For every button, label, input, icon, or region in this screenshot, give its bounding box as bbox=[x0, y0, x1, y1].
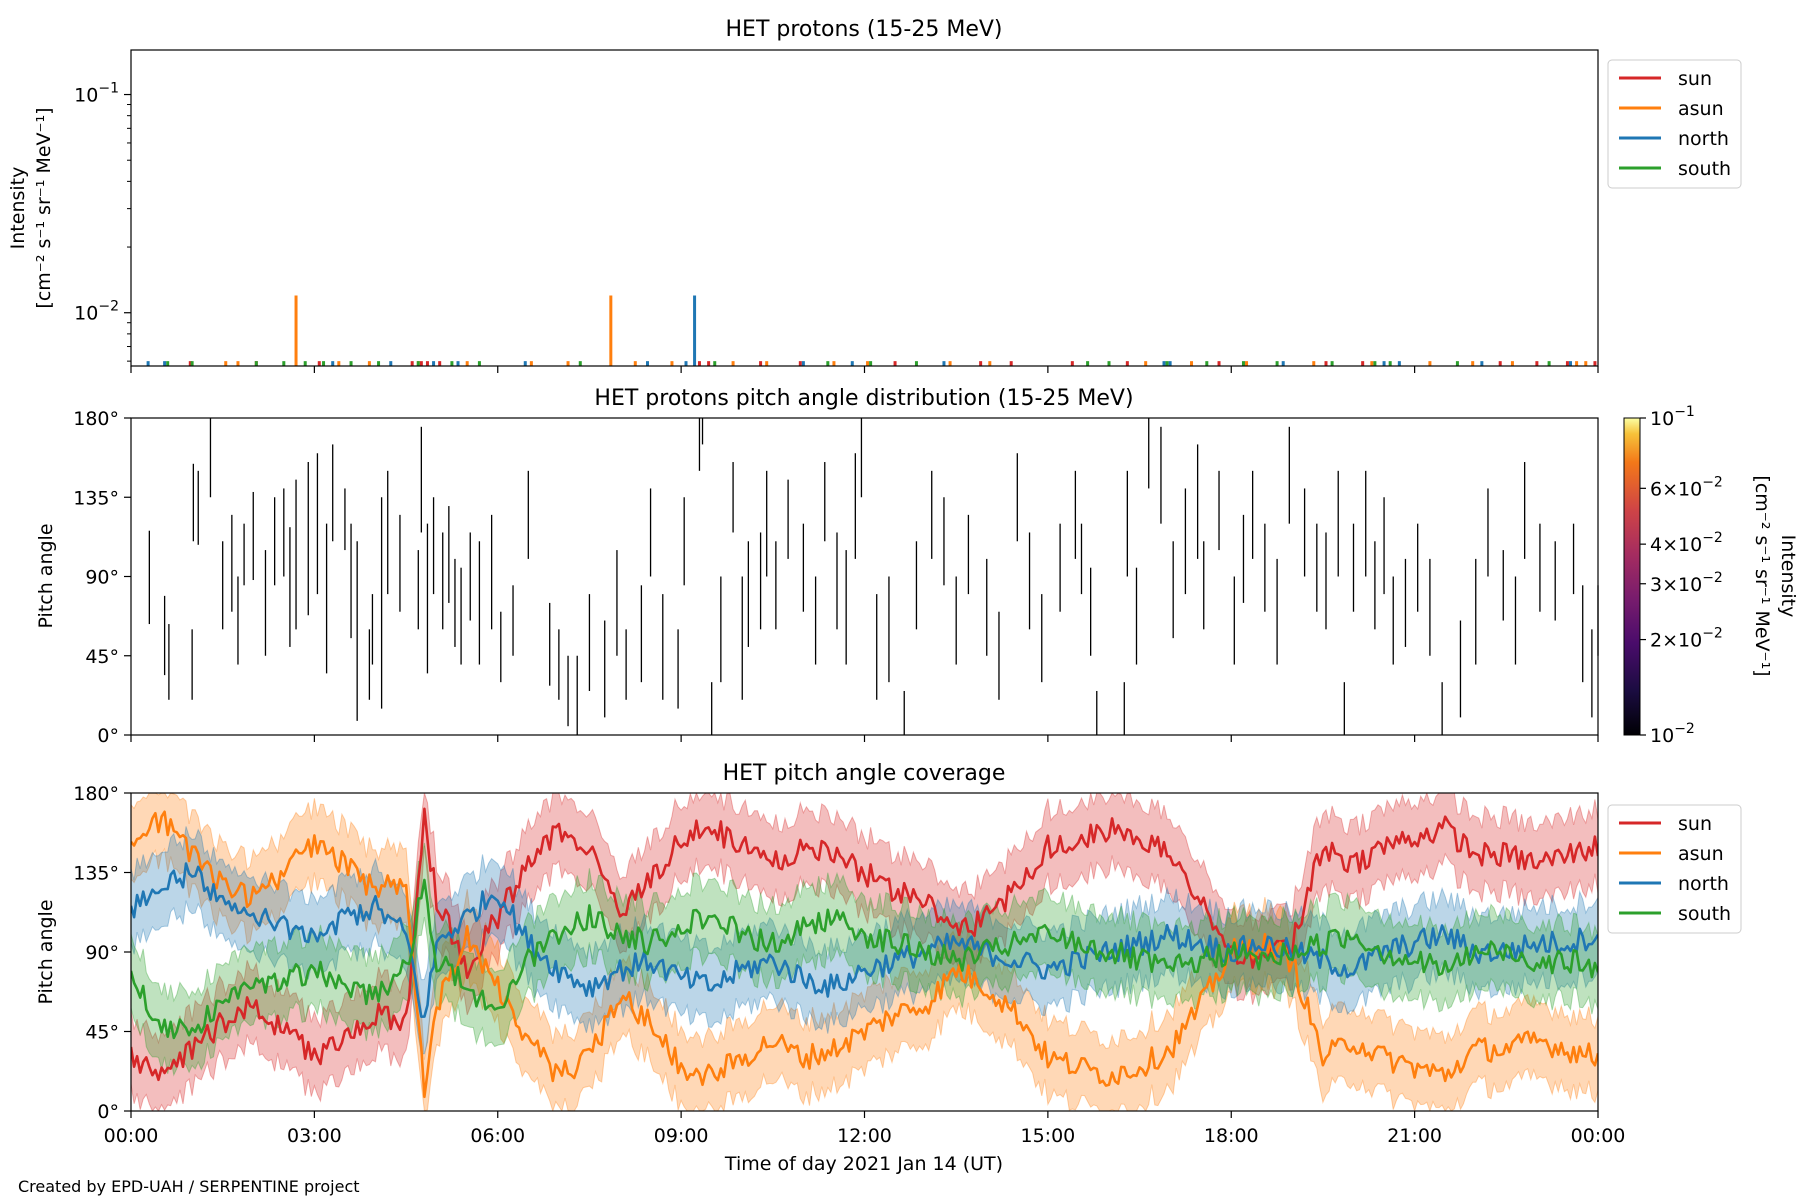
panel3-xlabel: Time of day 2021 Jan 14 (UT) bbox=[724, 1153, 1003, 1175]
colorbar-tick-label: 4×10−2 bbox=[1650, 530, 1723, 556]
panel3-legend: sun asun north south bbox=[1607, 804, 1742, 934]
coverage-line-sun bbox=[131, 807, 1598, 1082]
colorbar: 10−2 2×10−2 3×10−2 4×10−2 6×10−2 10−1 Intensi… bbox=[1623, 404, 1799, 747]
y-tick-label: 45° bbox=[85, 1022, 119, 1044]
panel-coverage: HET pitch angle coverage 0° 45° 90° 135° 180… bbox=[35, 761, 1742, 1175]
y-tick-label: 0° bbox=[97, 725, 119, 747]
panel3-legend-entries: sun asun north south bbox=[1619, 813, 1731, 925]
coverage-line-north bbox=[131, 862, 1598, 1019]
legend-label-asun: asun bbox=[1678, 843, 1724, 865]
legend-label-south: south bbox=[1678, 158, 1731, 180]
panel2-title: HET protons pitch angle distribution (15… bbox=[594, 386, 1133, 411]
panel2-y-ticks: 0° 45° 90° 135° 180° bbox=[73, 408, 131, 747]
y-tick-label: 180° bbox=[73, 783, 119, 805]
panel-pad: HET protons pitch angle distribution (15… bbox=[35, 386, 1799, 747]
x-tick-label: 21:00 bbox=[1387, 1125, 1442, 1147]
y-tick-label: 10−2 bbox=[74, 299, 119, 325]
panel1-ylabel-line2: [cm⁻² s⁻¹ sr⁻¹ MeV⁻¹] bbox=[33, 107, 55, 308]
y-tick-label: 90° bbox=[85, 567, 119, 589]
panel3-legend-box bbox=[1607, 804, 1742, 934]
panel1-legend: sun asun north south bbox=[1607, 59, 1742, 189]
x-tick-label: 18:00 bbox=[1204, 1125, 1259, 1147]
panel3-ylabel: Pitch angle bbox=[35, 899, 57, 1004]
y-tick-label: 45° bbox=[85, 646, 119, 668]
y-tick-label: 10−1 bbox=[74, 81, 119, 107]
colorbar-label-line2: [cm⁻² s⁻¹ sr⁻¹ MeV⁻¹] bbox=[1751, 475, 1773, 676]
colorbar-label-line1: Intensity bbox=[1777, 535, 1799, 618]
panel1-frame bbox=[130, 49, 1599, 367]
colorbar-ticks: 10−2 2×10−2 3×10−2 4×10−2 6×10−2 10−1 bbox=[1640, 404, 1723, 747]
x-tick-label: 15:00 bbox=[1020, 1125, 1075, 1147]
colorbar-tick-label: 2×10−2 bbox=[1650, 626, 1723, 652]
colorbar-tick-label: 6×10−2 bbox=[1650, 474, 1723, 500]
legend-label-sun: sun bbox=[1678, 813, 1712, 835]
legend-label-north: north bbox=[1678, 873, 1729, 895]
legend-label-sun: sun bbox=[1678, 68, 1712, 90]
panel1-x-ticks bbox=[130, 366, 1599, 373]
panel1-legend-box bbox=[1607, 59, 1742, 189]
y-tick-label: 135° bbox=[73, 863, 119, 885]
colorbar-gradient bbox=[1623, 417, 1641, 736]
panel2-data-marks bbox=[148, 418, 1599, 735]
x-tick-label: 06:00 bbox=[470, 1125, 525, 1147]
y-tick-label: 90° bbox=[85, 942, 119, 964]
panel3-title: HET pitch angle coverage bbox=[723, 761, 1006, 786]
y-tick-label: 180° bbox=[73, 408, 119, 430]
credit-footer: Created by EPD-UAH / SERPENTINE project bbox=[18, 1177, 360, 1196]
x-tick-label: 12:00 bbox=[837, 1125, 892, 1147]
panel1-data-marks bbox=[146, 295, 1597, 366]
colorbar-tick-label: 10−1 bbox=[1650, 404, 1695, 430]
legend-label-south: south bbox=[1678, 903, 1731, 925]
legend-label-asun: asun bbox=[1678, 98, 1724, 120]
colorbar-tick-label: 3×10−2 bbox=[1650, 570, 1723, 596]
panel1-title: HET protons (15-25 MeV) bbox=[726, 17, 1003, 42]
panel3-lines bbox=[131, 807, 1598, 1099]
panel2-x-ticks bbox=[130, 735, 1599, 742]
x-tick-label: 00:00 bbox=[104, 1125, 159, 1147]
x-tick-label: 03:00 bbox=[287, 1125, 342, 1147]
y-tick-label: 0° bbox=[97, 1101, 119, 1123]
panel1-ylabel-line1: Intensity bbox=[7, 167, 29, 250]
coverage-line-south bbox=[131, 878, 1598, 1040]
panel3-x-ticks: 00:00 03:00 06:00 09:00 12:00 15:00 18:00 21:00… bbox=[104, 1111, 1626, 1147]
panel-intensity: HET protons (15-25 MeV) 10−2 10−1 Intensi… bbox=[7, 17, 1742, 373]
y-tick-label: 135° bbox=[73, 487, 119, 509]
colorbar-tick-label: 10−2 bbox=[1650, 721, 1695, 747]
coverage-line-asun bbox=[131, 810, 1598, 1099]
x-tick-label: 00:00 bbox=[1571, 1125, 1626, 1147]
panel1-y-ticks: 10−2 10−1 bbox=[74, 81, 131, 362]
panel2-ylabel: Pitch angle bbox=[35, 523, 57, 628]
panel1-legend-entries: sun asun north south bbox=[1619, 68, 1731, 180]
legend-label-north: north bbox=[1678, 128, 1729, 150]
panel3-y-ticks: 0° 45° 90° 135° 180° bbox=[73, 783, 131, 1123]
x-tick-label: 09:00 bbox=[654, 1125, 709, 1147]
